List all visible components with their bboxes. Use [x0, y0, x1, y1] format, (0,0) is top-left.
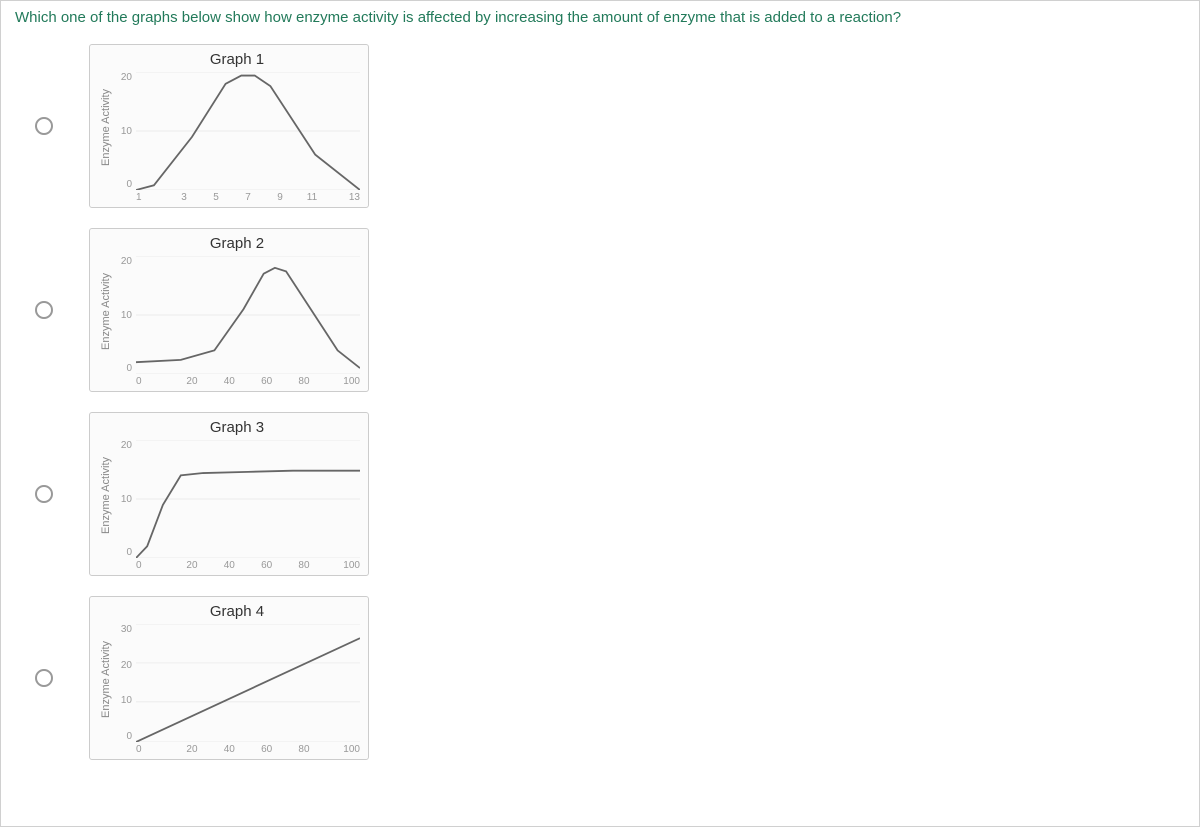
radio-option-3[interactable]	[35, 485, 53, 503]
x-ticks: 135791113	[136, 190, 360, 203]
plot-area	[136, 440, 360, 558]
y-axis-label: Enzyme Activity	[98, 603, 114, 755]
y-axis-label: Enzyme Activity	[98, 235, 114, 387]
chart-svg	[136, 624, 360, 742]
chart-svg	[136, 256, 360, 374]
graph-title: Graph 3	[114, 419, 360, 436]
radio-option-4[interactable]	[35, 669, 53, 687]
chart-svg	[136, 440, 360, 558]
x-ticks: 020406080100	[136, 374, 360, 387]
question-text: Which one of the graphs below show how e…	[11, 9, 1189, 26]
graph-card-4: Enzyme ActivityGraph 4 302010002040608010…	[89, 596, 369, 760]
plot-area	[136, 72, 360, 190]
x-ticks: 020406080100	[136, 558, 360, 571]
radio-option-2[interactable]	[35, 301, 53, 319]
x-ticks: 020406080100	[136, 742, 360, 755]
plot-area	[136, 256, 360, 374]
graph-card-1: Enzyme ActivityGraph 1 20100135791113	[89, 44, 369, 208]
graph-title: Graph 4	[114, 603, 360, 620]
radio-option-1[interactable]	[35, 117, 53, 135]
option-row: Enzyme ActivityGraph 3 20100020406080100	[11, 412, 1189, 576]
data-line	[136, 638, 360, 742]
graph-card-2: Enzyme ActivityGraph 2 20100020406080100	[89, 228, 369, 392]
graph-card-3: Enzyme ActivityGraph 3 20100020406080100	[89, 412, 369, 576]
data-line	[136, 471, 360, 558]
plot-area	[136, 624, 360, 742]
y-axis-label: Enzyme Activity	[98, 51, 114, 203]
option-row: Enzyme ActivityGraph 4 302010002040608010…	[11, 596, 1189, 760]
graph-title: Graph 1	[114, 51, 360, 68]
y-axis-label: Enzyme Activity	[98, 419, 114, 571]
data-line	[136, 268, 360, 368]
y-ticks: 20100	[114, 256, 136, 374]
graph-title: Graph 2	[114, 235, 360, 252]
option-row: Enzyme ActivityGraph 2 20100020406080100	[11, 228, 1189, 392]
quiz-page: Which one of the graphs below show how e…	[0, 0, 1200, 827]
y-ticks: 20100	[114, 72, 136, 190]
y-ticks: 20100	[114, 440, 136, 558]
data-line	[136, 76, 360, 190]
options-list: Enzyme ActivityGraph 120100135791113Enzy…	[11, 44, 1189, 760]
option-row: Enzyme ActivityGraph 1 20100135791113	[11, 44, 1189, 208]
chart-svg	[136, 72, 360, 190]
y-ticks: 3020100	[114, 624, 136, 742]
